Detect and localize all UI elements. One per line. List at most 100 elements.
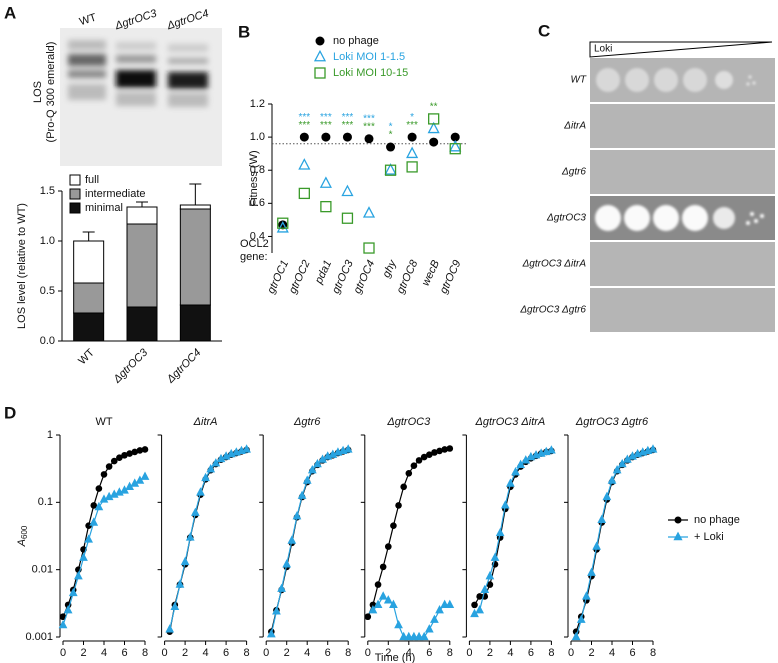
marker [90, 502, 98, 509]
plate-row [590, 242, 775, 286]
x-tick-label: 2 [182, 647, 188, 659]
legend-marker [674, 516, 682, 524]
plaque [653, 205, 679, 231]
marker [292, 511, 302, 520]
marker [420, 453, 428, 461]
marker [180, 556, 190, 566]
plaque [746, 82, 750, 86]
x-tick-label: 8 [345, 647, 351, 659]
significance: *** [320, 112, 332, 123]
marker [445, 599, 455, 608]
marker [190, 507, 200, 516]
panel-title: ΔitrA [193, 416, 218, 428]
plaque [746, 221, 750, 225]
significance: * [389, 130, 393, 141]
panel-label: B [238, 22, 250, 41]
marker [379, 563, 387, 571]
marker [390, 522, 397, 529]
x-tick-label: WT [76, 346, 97, 367]
panel-title: ΔgtrOC3 Δgtr6 [575, 416, 649, 428]
marker [73, 571, 83, 580]
plaque [752, 81, 756, 85]
series-line [169, 449, 247, 632]
y-tick-label: 0.0 [40, 335, 55, 347]
bar-segment [126, 306, 158, 342]
marker [471, 601, 478, 609]
marker [450, 132, 460, 142]
marker [135, 475, 145, 484]
marker [95, 485, 103, 492]
x-tick-label: 6 [426, 647, 432, 659]
y-tick-label: 0.01 [32, 564, 53, 576]
error-bar [82, 231, 95, 241]
marker [485, 571, 495, 580]
panel-title: Δgtr6 [293, 416, 321, 428]
significance: *** [363, 113, 375, 124]
legend-swatch [69, 174, 81, 186]
marker [436, 447, 443, 455]
x-tick-label: 2 [487, 647, 493, 659]
marker [211, 458, 221, 467]
strain-label: ΔgtrOC3 Δgtr6 [519, 305, 586, 316]
x-tick-label: 6 [223, 647, 229, 659]
marker [384, 163, 397, 175]
marker [607, 475, 617, 484]
significance: *** [298, 120, 310, 131]
significance: *** [320, 120, 332, 131]
marker [373, 599, 383, 608]
bar-segment [73, 240, 105, 284]
marker [428, 113, 440, 125]
x-tick-label: 4 [507, 647, 513, 659]
y-axis-label-main: A [16, 539, 28, 547]
marker [424, 624, 434, 633]
series-line [169, 448, 247, 630]
error-bar [136, 201, 148, 207]
bar-segment [126, 206, 158, 225]
marker [140, 471, 150, 480]
marker [500, 500, 510, 509]
marker [277, 583, 286, 592]
y-axis-label: Fitness (W) [248, 150, 260, 206]
panel-title: WT [95, 416, 112, 428]
legend-label: + Loki [694, 531, 724, 543]
x-tick-label: 0 [568, 647, 574, 659]
marker [587, 567, 596, 576]
marker [116, 454, 123, 462]
marker [141, 446, 149, 453]
marker [399, 631, 409, 641]
panel-title: ΔgtrOC3 [386, 416, 431, 428]
significance: *** [363, 121, 375, 132]
strain-label: Δgtr6 [561, 167, 586, 178]
x-tick-label: 4 [406, 647, 412, 659]
marker [495, 527, 505, 537]
significance: *** [342, 120, 354, 131]
legend-swatch [69, 188, 81, 200]
x-tick-label: 6 [121, 647, 127, 659]
marker [185, 532, 195, 541]
significance: *** [342, 112, 354, 123]
marker [341, 212, 354, 224]
series-line [270, 449, 349, 632]
bar-segment [126, 223, 158, 308]
y-tick-label: 1.2 [250, 98, 265, 110]
marker [307, 465, 317, 474]
marker [405, 469, 413, 477]
x-tick-label: 8 [548, 647, 554, 659]
plaque [754, 219, 758, 223]
marker [446, 445, 454, 452]
x-tick-label: 0 [60, 647, 66, 659]
gel-image [60, 28, 222, 166]
strain-label: ΔitrA [563, 121, 586, 132]
plaque [595, 205, 621, 231]
marker [394, 619, 403, 629]
marker [581, 591, 591, 600]
marker [126, 450, 133, 457]
y-tick-label: 0.5 [40, 285, 55, 297]
strain-label: ΔgtrOC3 [546, 213, 586, 224]
panel-label: D [4, 403, 16, 422]
x-tick-label: ghy [381, 257, 400, 280]
marker [79, 552, 88, 561]
marker [576, 614, 586, 623]
marker [506, 478, 515, 487]
gradient-triangle [589, 41, 773, 58]
